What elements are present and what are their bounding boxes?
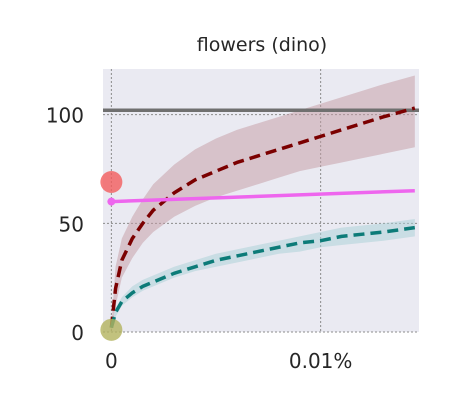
data-point-1 bbox=[100, 318, 123, 341]
y-tick-label-0: 0 bbox=[71, 321, 84, 345]
y-tick-labels: 0 50 100 bbox=[46, 104, 84, 345]
series-lines bbox=[107, 106, 416, 329]
y-tick-label-1: 50 bbox=[59, 212, 84, 236]
data-point-0 bbox=[100, 171, 123, 194]
series-start-marker-2 bbox=[107, 197, 116, 206]
x-tick-labels: 0 0.01% bbox=[105, 349, 352, 373]
confidence-band-0 bbox=[111, 75, 415, 330]
series-line-2 bbox=[111, 188, 415, 204]
series-line-1 bbox=[109, 225, 416, 329]
x-tick-label-1: 0.01% bbox=[289, 349, 353, 373]
x-tick-label-0: 0 bbox=[105, 349, 118, 373]
y-tick-label-2: 100 bbox=[46, 104, 84, 128]
points-group bbox=[100, 171, 123, 341]
series-line-0 bbox=[109, 106, 416, 328]
chart-title: flowers (dino) bbox=[197, 34, 327, 56]
